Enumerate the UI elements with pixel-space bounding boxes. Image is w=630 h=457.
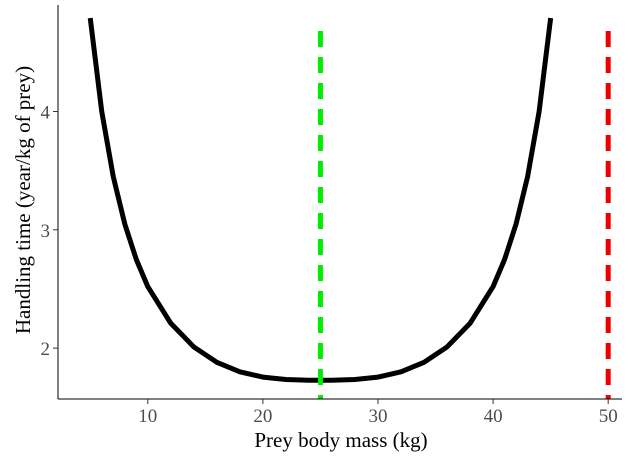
y-tick-label-2: 2 bbox=[41, 339, 51, 360]
x-ticks: 10 20 30 40 50 bbox=[138, 399, 618, 427]
x-tick-label-50: 50 bbox=[599, 406, 618, 427]
x-tick-label-20: 20 bbox=[253, 406, 272, 427]
x-tick-label-30: 30 bbox=[368, 406, 387, 427]
y-ticks: 2 3 4 bbox=[41, 102, 58, 360]
y-tick-label-3: 3 bbox=[41, 221, 51, 242]
y-tick-label-4: 4 bbox=[41, 102, 51, 123]
x-axis-title: Prey body mass (kg) bbox=[254, 428, 427, 452]
plot-area bbox=[87, 17, 611, 399]
y-axis-title: Handling time (year/kg of prey) bbox=[11, 66, 35, 334]
x-tick-label-10: 10 bbox=[138, 406, 157, 427]
x-tick-label-40: 40 bbox=[484, 406, 503, 427]
